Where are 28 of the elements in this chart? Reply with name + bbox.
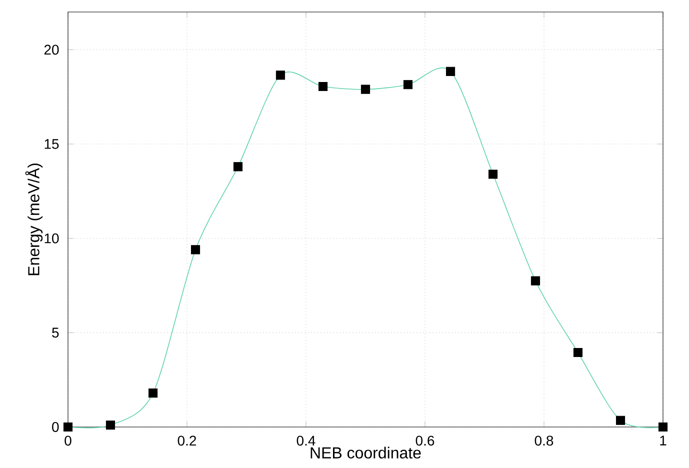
x-tick-label: 0.6 <box>416 436 434 446</box>
point <box>63 422 73 432</box>
x-tick-label: 0 <box>64 436 72 446</box>
point <box>446 66 456 76</box>
x-axis-title: NEB coordinate <box>310 446 421 459</box>
point <box>233 162 243 172</box>
point <box>360 84 370 94</box>
point <box>488 170 498 179</box>
y-axis-title: Energy (meV/Å) <box>25 164 43 276</box>
point <box>403 80 413 90</box>
point <box>530 276 540 286</box>
point <box>573 348 583 358</box>
y-tick-label: 10 <box>44 233 59 244</box>
point <box>318 82 328 92</box>
x-tick-label: 0.4 <box>296 436 316 446</box>
point <box>658 422 668 432</box>
y-tick-label: 20 <box>44 44 59 55</box>
y-tick-label: 5 <box>52 328 59 338</box>
y-tick-label: 0 <box>52 422 59 432</box>
y-tick-label: 15 <box>44 139 59 149</box>
x-tick-label: 0.2 <box>178 436 196 446</box>
point <box>106 420 116 430</box>
point <box>190 245 200 254</box>
point <box>616 416 626 425</box>
point <box>148 388 158 398</box>
x-tick-label: 0.8 <box>534 436 554 446</box>
x-tick-label: 1 <box>660 436 666 446</box>
point <box>276 70 286 80</box>
